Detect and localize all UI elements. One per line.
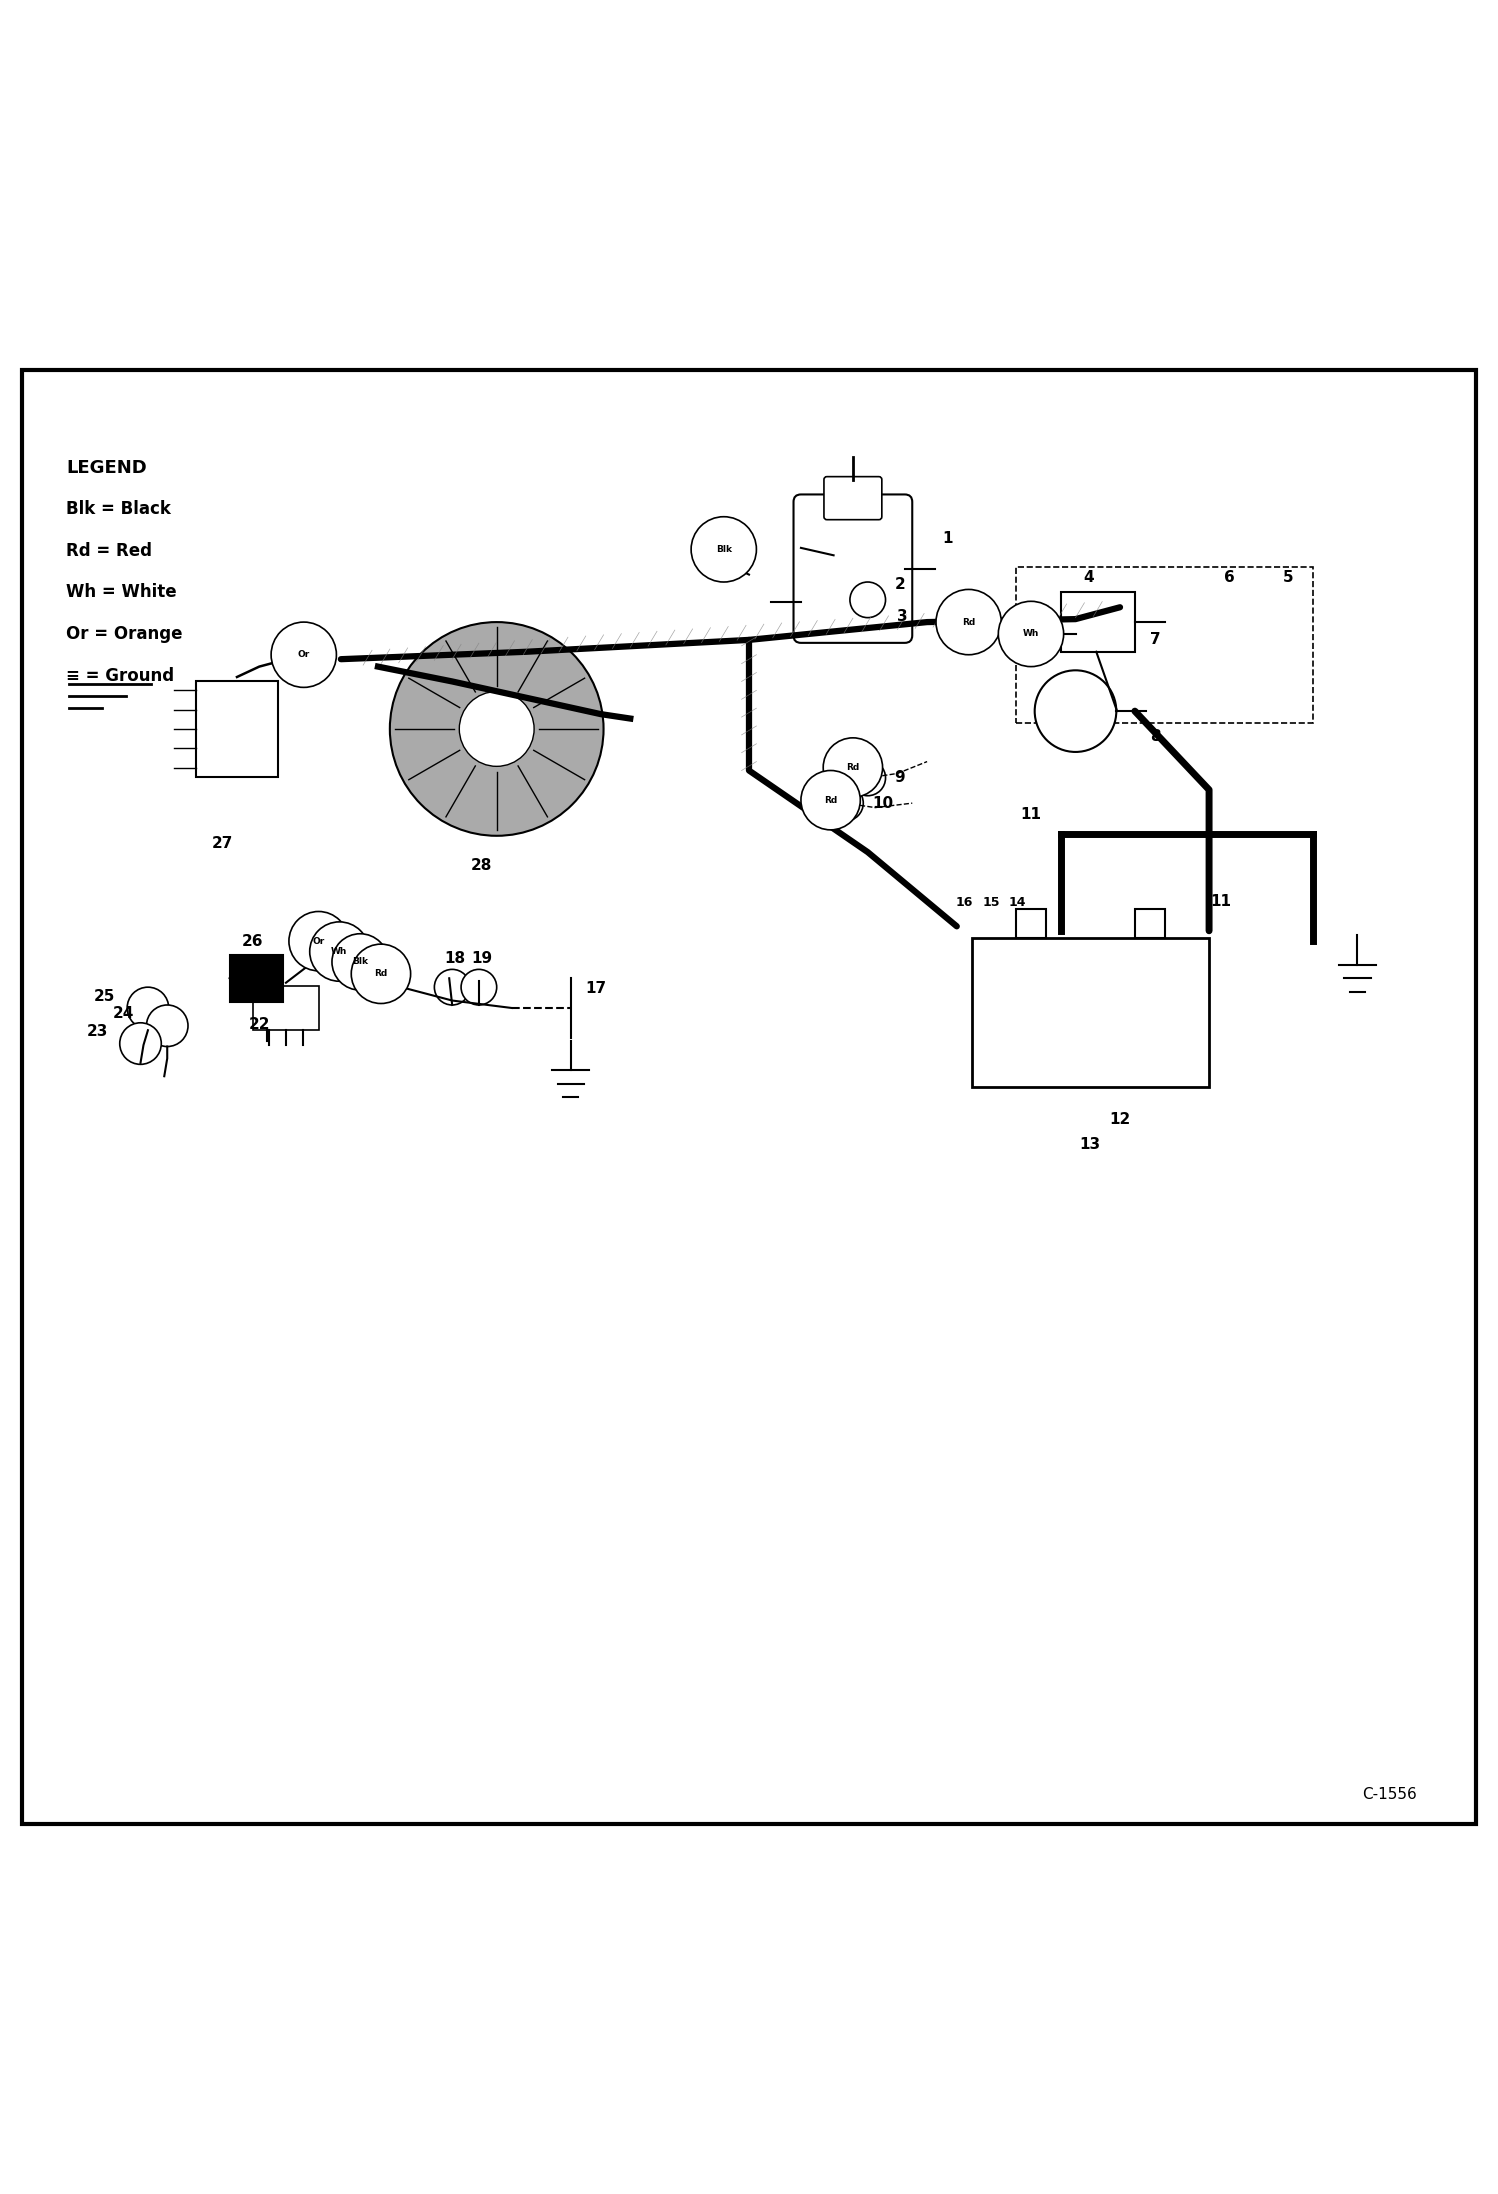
Text: 12: 12	[1110, 1112, 1131, 1128]
Text: Rd = Red: Rd = Red	[66, 542, 153, 559]
Circle shape	[127, 987, 169, 1029]
Circle shape	[691, 518, 756, 581]
Text: Blk: Blk	[716, 544, 731, 553]
Text: 9: 9	[894, 770, 905, 785]
Text: 28: 28	[472, 858, 493, 873]
Bar	[196, 680, 277, 777]
Text: Rd: Rd	[374, 970, 388, 979]
Circle shape	[1035, 671, 1116, 753]
Text: 23: 23	[87, 1025, 108, 1040]
Circle shape	[461, 970, 497, 1005]
Text: 11: 11	[1210, 893, 1231, 908]
Text: ≡ = Ground: ≡ = Ground	[66, 667, 174, 685]
Bar	[1016, 568, 1312, 724]
Text: 10: 10	[872, 796, 893, 810]
Circle shape	[310, 921, 369, 981]
Circle shape	[333, 935, 388, 989]
Bar	[229, 954, 283, 1003]
Text: Or = Orange: Or = Orange	[66, 625, 183, 643]
Text: Rd: Rd	[846, 764, 860, 772]
Circle shape	[351, 943, 410, 1003]
Text: 24: 24	[114, 1007, 135, 1022]
Text: 4: 4	[1083, 570, 1094, 586]
Text: 15: 15	[983, 895, 999, 908]
Text: Blk = Black: Blk = Black	[66, 500, 171, 518]
Circle shape	[271, 623, 337, 687]
Text: 26: 26	[241, 935, 264, 948]
Bar	[1016, 908, 1046, 939]
Circle shape	[849, 581, 885, 619]
Text: LEGEND: LEGEND	[66, 459, 147, 476]
Text: 3: 3	[897, 608, 908, 623]
Text: 14: 14	[1008, 895, 1026, 908]
Bar	[253, 985, 319, 1031]
Text: 19: 19	[472, 952, 493, 965]
Text: 5: 5	[1284, 570, 1294, 586]
Text: 13: 13	[1080, 1136, 1101, 1152]
Text: Wh = White: Wh = White	[66, 584, 177, 601]
Text: Wh: Wh	[1023, 630, 1040, 638]
FancyBboxPatch shape	[824, 476, 882, 520]
Text: 21: 21	[244, 985, 265, 1000]
Circle shape	[289, 911, 349, 972]
Circle shape	[998, 601, 1064, 667]
Text: C-1556: C-1556	[1362, 1786, 1417, 1801]
Bar	[1061, 592, 1135, 652]
Circle shape	[828, 785, 863, 821]
Text: Blk: Blk	[352, 957, 369, 965]
Text: Rd: Rd	[962, 617, 975, 627]
Bar	[972, 939, 1209, 1086]
Text: 22: 22	[249, 1016, 270, 1031]
Text: 16: 16	[956, 895, 972, 908]
Text: 6: 6	[1224, 570, 1234, 586]
Text: 2: 2	[894, 577, 905, 592]
Circle shape	[460, 691, 535, 766]
Text: 1: 1	[942, 531, 953, 546]
Circle shape	[849, 759, 885, 796]
Text: 27: 27	[211, 836, 232, 851]
FancyBboxPatch shape	[794, 494, 912, 643]
Text: 11: 11	[1020, 807, 1041, 823]
Text: Or: Or	[313, 937, 325, 946]
Bar	[1135, 908, 1164, 939]
Text: 7: 7	[1149, 632, 1161, 647]
Circle shape	[936, 590, 1001, 654]
Circle shape	[801, 770, 860, 829]
Circle shape	[120, 1022, 162, 1064]
Text: 20: 20	[342, 948, 363, 963]
Text: 25: 25	[94, 989, 115, 1003]
Circle shape	[147, 1005, 189, 1047]
Text: 8: 8	[1149, 728, 1161, 744]
Circle shape	[389, 623, 604, 836]
Text: Or: Or	[298, 649, 310, 658]
Circle shape	[434, 970, 470, 1005]
Text: 18: 18	[445, 952, 466, 965]
Circle shape	[824, 737, 882, 796]
Text: Wh: Wh	[331, 948, 348, 957]
Text: 17: 17	[586, 981, 607, 996]
Text: Rd: Rd	[824, 796, 837, 805]
